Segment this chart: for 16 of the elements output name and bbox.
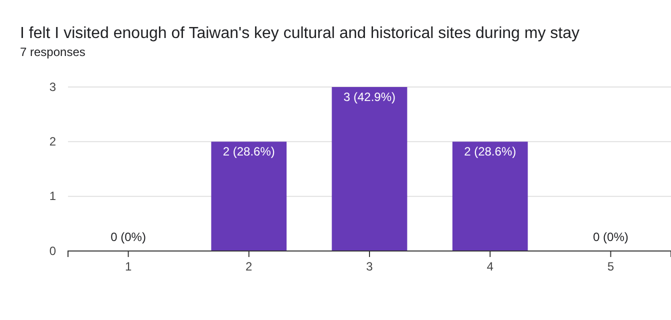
y-tick-label: 3	[49, 80, 56, 94]
x-tick-label: 3	[366, 260, 374, 274]
data-label: 0 (0%)	[593, 230, 628, 244]
x-tick-label: 2	[246, 260, 253, 274]
x-tick-label: 1	[124, 260, 132, 274]
data-label: 2 (28.6%)	[464, 144, 516, 159]
data-label: 3 (42.9%)	[343, 90, 396, 104]
y-tick-label: 2	[49, 134, 56, 149]
chart-title: I felt I visited enough of Taiwan's key cultural and historical sites during my stay	[20, 25, 580, 42]
data-label: 0 (0%)	[110, 230, 146, 244]
y-tick-label: 0	[49, 244, 56, 258]
x-tick-label: 4	[486, 260, 494, 274]
chart-subtitle: 7 responses	[20, 45, 86, 59]
y-tick-label: 1	[49, 189, 56, 204]
data-label: 2 (28.6%)	[222, 144, 275, 159]
x-tick-label: 5	[607, 260, 614, 274]
